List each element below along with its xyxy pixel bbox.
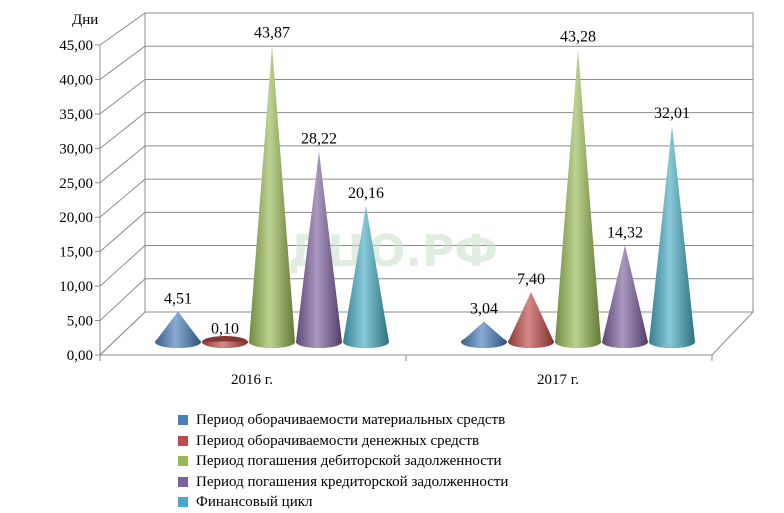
legend-label: Период оборачиваемости материальных сред…: [196, 412, 506, 428]
data-label: 43,87: [254, 25, 290, 42]
data-label: 3,04: [470, 300, 498, 317]
gridline: [99, 311, 753, 356]
y-tick-label: 25,00: [59, 176, 93, 192]
cone-mark: [602, 245, 648, 348]
gridline: [99, 45, 753, 80]
data-label: 4,51: [164, 291, 192, 308]
cone-mark: [461, 321, 507, 348]
cone-mark: [296, 151, 342, 348]
legend-item: Период погашения дебиторской задолженнос…: [178, 451, 508, 472]
gridline: [99, 278, 753, 321]
data-label: 20,16: [348, 185, 384, 202]
legend-label: Финансовый цикл: [196, 494, 313, 510]
data-labels: 4,51 0,10 43,87 28,22 20,16 3,04 7,40 43,28 14,3…: [164, 25, 690, 338]
y-axis-unit-label: Дни: [72, 12, 98, 28]
legend-label: Период оборачиваемости денежных средств: [196, 432, 480, 449]
y-tick-label: 10,00: [59, 279, 93, 295]
legend-swatch: [178, 476, 188, 487]
gridlines: [99, 12, 753, 356]
gridline: [99, 211, 753, 253]
data-label: 28,22: [301, 130, 337, 147]
cone-mark: [249, 45, 295, 348]
y-tick-label: 0,00: [67, 348, 93, 364]
legend-label: Период погашения кредиторской задолженно…: [196, 473, 509, 490]
gridline: [99, 178, 753, 218]
cone-mark: [508, 292, 554, 348]
legend-swatch: [178, 415, 188, 426]
x-tick-label: 2016 г.: [231, 372, 273, 388]
gridline: [99, 145, 753, 184]
legend: Период оборачиваемости материальных сред…: [178, 410, 508, 513]
y-tick-label: 5,00: [67, 314, 93, 330]
x-axis-ticks: 2016 г. 2017 г.: [99, 355, 713, 388]
cone-series: [155, 45, 695, 348]
legend-swatch: [178, 435, 188, 446]
y-tick-label: 20,00: [59, 210, 93, 226]
legend-item: Финансовый цикл: [178, 492, 508, 513]
data-label: 43,28: [560, 29, 596, 46]
gridline: [99, 112, 753, 149]
cone-mark: [155, 311, 201, 348]
y-tick-label: 30,00: [59, 141, 93, 157]
gridline: [99, 245, 753, 287]
data-label: 0,10: [211, 320, 239, 337]
x-tick-label: 2017 г.: [537, 372, 579, 388]
y-tick-label: 35,00: [59, 107, 93, 123]
y-tick-label: 45,00: [59, 38, 93, 54]
gridline: [99, 12, 753, 46]
legend-item: Период оборачиваемости денежных средств: [178, 431, 508, 452]
gridline: [99, 78, 753, 115]
legend-label: Период погашения дебиторской задолженнос…: [196, 453, 502, 469]
cone-mark: [343, 205, 389, 348]
y-tick-label: 40,00: [59, 72, 93, 88]
legend-swatch: [178, 497, 188, 508]
cone-mark: [202, 336, 248, 348]
cone-mark: [649, 125, 695, 348]
legend-item: Период оборачиваемости материальных сред…: [178, 410, 508, 431]
data-label: 14,32: [607, 224, 643, 241]
data-label: 7,40: [517, 271, 545, 288]
y-axis-ticks: 0,00 5,00 10,00 15,00 20,00 25,00 30,00 35,00 40…: [59, 38, 100, 364]
legend-item: Период погашения кредиторской задолженно…: [178, 472, 508, 493]
data-label: 32,01: [654, 105, 690, 122]
cone-mark: [555, 49, 601, 348]
legend-swatch: [178, 456, 188, 467]
y-tick-label: 15,00: [59, 245, 93, 261]
